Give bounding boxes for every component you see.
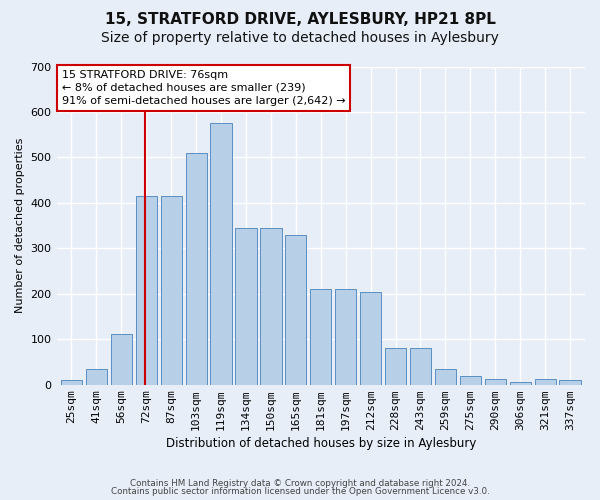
Bar bbox=[235, 228, 257, 384]
Bar bbox=[559, 380, 581, 384]
Text: Size of property relative to detached houses in Aylesbury: Size of property relative to detached ho… bbox=[101, 31, 499, 45]
Bar bbox=[136, 196, 157, 384]
Bar bbox=[385, 348, 406, 384]
Text: Contains HM Land Registry data © Crown copyright and database right 2024.: Contains HM Land Registry data © Crown c… bbox=[130, 478, 470, 488]
Bar bbox=[360, 292, 381, 384]
Text: 15 STRATFORD DRIVE: 76sqm
← 8% of detached houses are smaller (239)
91% of semi-: 15 STRATFORD DRIVE: 76sqm ← 8% of detach… bbox=[62, 70, 346, 106]
Bar bbox=[435, 369, 456, 384]
Bar bbox=[260, 228, 281, 384]
X-axis label: Distribution of detached houses by size in Aylesbury: Distribution of detached houses by size … bbox=[166, 437, 476, 450]
Text: Contains public sector information licensed under the Open Government Licence v3: Contains public sector information licen… bbox=[110, 488, 490, 496]
Bar bbox=[410, 348, 431, 384]
Bar bbox=[211, 124, 232, 384]
Bar bbox=[86, 369, 107, 384]
Text: 15, STRATFORD DRIVE, AYLESBURY, HP21 8PL: 15, STRATFORD DRIVE, AYLESBURY, HP21 8PL bbox=[104, 12, 496, 28]
Bar bbox=[485, 379, 506, 384]
Bar bbox=[535, 379, 556, 384]
Bar bbox=[285, 234, 307, 384]
Y-axis label: Number of detached properties: Number of detached properties bbox=[15, 138, 25, 314]
Bar bbox=[509, 382, 531, 384]
Bar bbox=[61, 380, 82, 384]
Bar bbox=[460, 376, 481, 384]
Bar bbox=[111, 334, 132, 384]
Bar bbox=[161, 196, 182, 384]
Bar bbox=[185, 153, 207, 384]
Bar bbox=[335, 289, 356, 384]
Bar bbox=[310, 289, 331, 384]
